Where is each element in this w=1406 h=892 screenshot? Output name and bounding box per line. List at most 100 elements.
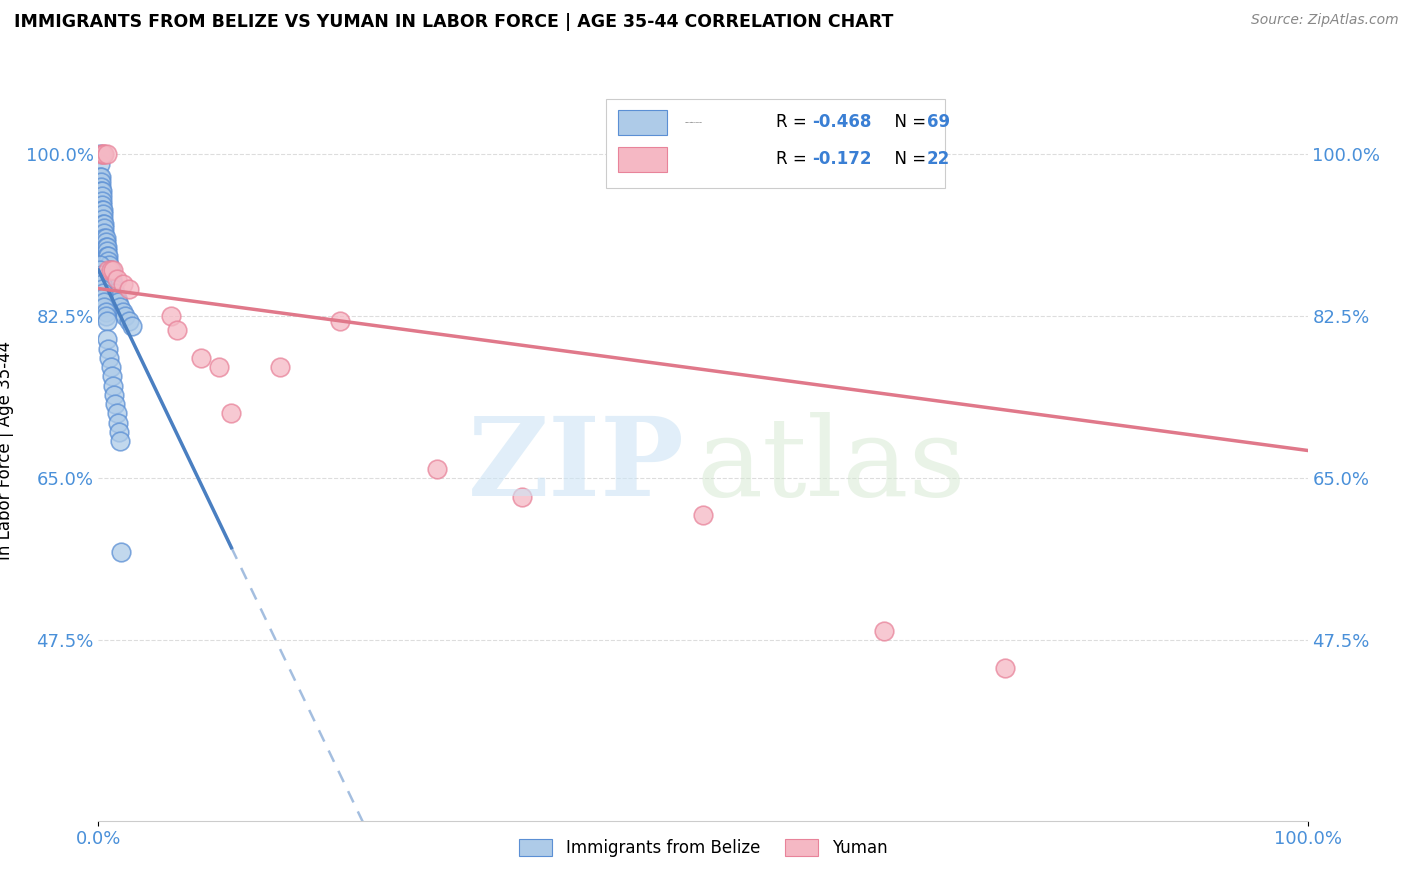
Point xyxy=(94,304,117,318)
Point xyxy=(100,272,122,286)
Text: 22: 22 xyxy=(927,151,950,169)
Point xyxy=(104,397,127,411)
Point xyxy=(94,240,117,254)
Point xyxy=(93,221,115,235)
Point xyxy=(105,291,128,305)
Point xyxy=(91,286,114,301)
Text: -0.468: -0.468 xyxy=(811,113,872,131)
Point xyxy=(89,170,111,185)
Point xyxy=(103,388,125,402)
Point xyxy=(91,207,114,221)
Point xyxy=(160,310,183,324)
Text: atlas: atlas xyxy=(697,412,966,519)
Point xyxy=(118,281,141,295)
Point xyxy=(101,263,124,277)
Point xyxy=(91,217,114,231)
Point xyxy=(329,314,352,328)
Point xyxy=(90,268,112,282)
Point xyxy=(110,545,132,559)
Point xyxy=(118,314,141,328)
Point xyxy=(94,235,117,250)
Point xyxy=(96,332,118,346)
Point xyxy=(91,147,114,161)
Point xyxy=(105,407,128,421)
Point xyxy=(91,202,114,217)
Point xyxy=(91,185,114,199)
Point xyxy=(90,170,112,185)
Point xyxy=(89,156,111,170)
Point xyxy=(91,198,114,212)
Point xyxy=(91,202,114,217)
Text: -0.172: -0.172 xyxy=(811,151,872,169)
Point xyxy=(100,268,122,282)
Point xyxy=(190,351,212,365)
Point xyxy=(93,147,115,161)
Text: Source: ZipAtlas.com: Source: ZipAtlas.com xyxy=(1251,13,1399,28)
Point xyxy=(166,323,188,337)
Point xyxy=(510,490,533,504)
Point xyxy=(103,281,125,295)
Point xyxy=(107,416,129,430)
Point xyxy=(121,318,143,333)
Point xyxy=(93,295,115,310)
Point xyxy=(104,286,127,301)
Point xyxy=(89,147,111,161)
Point xyxy=(100,369,122,384)
Point xyxy=(96,240,118,254)
Point xyxy=(96,244,118,259)
Point xyxy=(91,194,114,208)
Point xyxy=(108,434,131,449)
Point xyxy=(93,226,115,240)
Point xyxy=(89,259,111,273)
Point xyxy=(94,230,117,244)
Point xyxy=(91,212,114,227)
Point xyxy=(97,249,120,263)
Point xyxy=(94,310,117,324)
Text: ZIP: ZIP xyxy=(468,412,685,519)
Text: 69: 69 xyxy=(927,113,950,131)
Point xyxy=(97,253,120,268)
Point xyxy=(90,179,112,194)
Point xyxy=(96,314,118,328)
Point xyxy=(90,185,112,199)
Point xyxy=(107,295,129,310)
Point xyxy=(108,425,131,439)
FancyBboxPatch shape xyxy=(619,146,666,172)
Text: Immigrants from Belize: Immigrants from Belize xyxy=(685,122,702,123)
Point xyxy=(692,508,714,523)
Point xyxy=(91,189,114,203)
Point xyxy=(105,272,128,286)
Point xyxy=(91,147,114,161)
Point xyxy=(91,277,114,291)
Text: R =: R = xyxy=(776,151,811,169)
Point xyxy=(90,175,112,189)
FancyBboxPatch shape xyxy=(619,110,666,136)
Text: R =: R = xyxy=(776,113,811,131)
Point xyxy=(90,272,112,286)
FancyBboxPatch shape xyxy=(606,99,945,187)
Legend: Immigrants from Belize, Yuman: Immigrants from Belize, Yuman xyxy=(512,832,894,864)
Point xyxy=(98,263,121,277)
Point xyxy=(93,217,115,231)
Point xyxy=(96,249,118,263)
Point xyxy=(101,277,124,291)
Point xyxy=(97,263,120,277)
Text: IMMIGRANTS FROM BELIZE VS YUMAN IN LABOR FORCE | AGE 35-44 CORRELATION CHART: IMMIGRANTS FROM BELIZE VS YUMAN IN LABOR… xyxy=(14,13,893,31)
Point xyxy=(91,281,114,295)
Point xyxy=(100,263,122,277)
Point xyxy=(269,360,291,375)
Point xyxy=(111,304,134,318)
Text: N =: N = xyxy=(884,113,932,131)
Point xyxy=(101,378,124,392)
Point xyxy=(96,147,118,161)
Point xyxy=(91,291,114,305)
Point xyxy=(89,263,111,277)
Point xyxy=(114,310,136,324)
Point xyxy=(97,342,120,356)
Point xyxy=(108,300,131,314)
Point xyxy=(873,624,896,638)
Point xyxy=(994,661,1017,675)
Y-axis label: In Labor Force | Age 35-44: In Labor Force | Age 35-44 xyxy=(0,341,14,560)
Point xyxy=(98,351,121,365)
Point xyxy=(426,462,449,476)
